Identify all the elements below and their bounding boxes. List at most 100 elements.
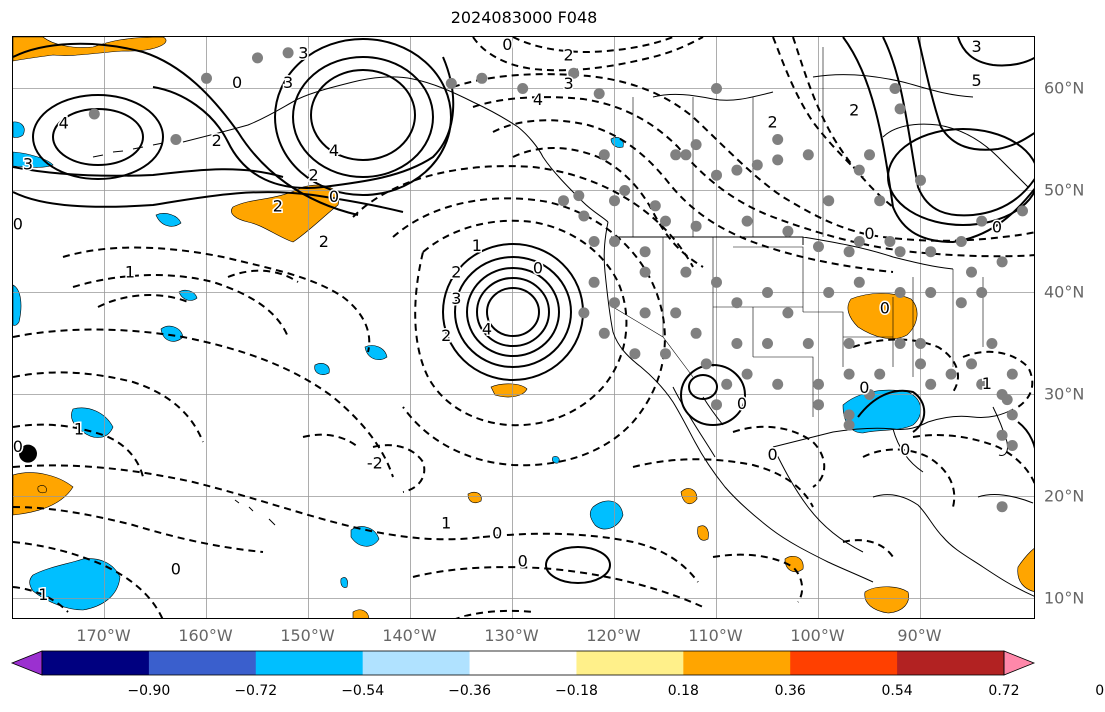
contour-label: 4 bbox=[533, 90, 543, 109]
contour-line bbox=[72, 274, 289, 338]
station-dot bbox=[925, 378, 937, 390]
highlight-marker bbox=[19, 444, 37, 463]
station-dot bbox=[915, 358, 926, 370]
negative-anomaly-area bbox=[160, 325, 184, 342]
colorbar-tick-label: 0.54 bbox=[881, 683, 913, 699]
contour-label: 2 bbox=[564, 45, 574, 64]
positive-anomaly-area bbox=[847, 293, 918, 339]
colorbar-segment bbox=[148, 651, 257, 675]
colorbar-tick-label: 0.90 bbox=[1095, 683, 1105, 699]
negative-anomaly-area bbox=[13, 121, 25, 138]
contour-ring bbox=[680, 364, 746, 426]
colorbar-tick-label: −0.54 bbox=[341, 683, 385, 699]
negative-anomaly-area bbox=[364, 345, 388, 360]
colorbar-segment bbox=[469, 651, 577, 675]
station-dot bbox=[670, 307, 682, 319]
positive-anomaly-area bbox=[467, 491, 482, 504]
contour-line bbox=[852, 338, 959, 393]
contour-label: 0 bbox=[768, 445, 778, 464]
colorbar-segment bbox=[897, 651, 1005, 675]
arctic-coast bbox=[652, 74, 974, 101]
longitude-label: 120°W bbox=[586, 626, 641, 645]
positive-anomaly-area bbox=[1017, 548, 1034, 592]
contour-line bbox=[13, 506, 264, 553]
contour-line bbox=[13, 166, 284, 178]
station-dot bbox=[731, 338, 743, 349]
longitude-label: 160°W bbox=[178, 626, 233, 645]
colorbar-tick-label: 0.18 bbox=[667, 683, 699, 699]
station-dot bbox=[976, 378, 988, 390]
station-dot bbox=[925, 287, 937, 298]
station-dot bbox=[711, 276, 722, 288]
hawaii-islands bbox=[234, 499, 276, 526]
station-dot bbox=[976, 287, 988, 298]
contour-label: 0 bbox=[518, 551, 528, 570]
station-dot bbox=[598, 149, 610, 161]
contour-line bbox=[302, 433, 359, 448]
station-dot bbox=[772, 134, 784, 145]
station-dot bbox=[88, 108, 100, 120]
map-panel: 30243013420221123420234235200000000110-2… bbox=[12, 36, 1035, 619]
contour-ring bbox=[274, 38, 452, 196]
contour-ring bbox=[887, 128, 1034, 226]
station-dot bbox=[966, 358, 977, 370]
negative-anomaly-area bbox=[589, 500, 624, 530]
contour-label: 4 bbox=[482, 320, 492, 339]
west-coast bbox=[603, 221, 874, 583]
map-canvas: 30243013420221123420234235200000000110-2… bbox=[13, 37, 1034, 618]
station-dot bbox=[915, 174, 926, 186]
contour-ring bbox=[52, 108, 144, 166]
negative-anomaly-area bbox=[13, 284, 22, 326]
contour-line bbox=[882, 37, 1034, 217]
contour-line bbox=[352, 165, 694, 268]
station-dot bbox=[573, 190, 585, 202]
negative-anomaly-area bbox=[13, 151, 54, 168]
contour-label: 3 bbox=[298, 43, 308, 62]
latitude-label: 20°N bbox=[1044, 486, 1085, 505]
station-dot bbox=[894, 103, 906, 115]
station-dot bbox=[741, 215, 753, 227]
station-dot bbox=[609, 297, 620, 309]
aleutian-islands bbox=[92, 142, 164, 158]
station-dot bbox=[996, 256, 1008, 268]
contour-label: 1 bbox=[125, 263, 135, 282]
colorbar-segment bbox=[790, 651, 898, 675]
negative-anomaly-area bbox=[314, 363, 330, 375]
station-dot bbox=[843, 368, 855, 380]
station-dot bbox=[711, 169, 722, 181]
colorbar-tick-label: 0.36 bbox=[774, 683, 806, 699]
contour-line bbox=[862, 448, 956, 508]
contour-ring bbox=[32, 94, 164, 180]
alaska-coastline bbox=[182, 76, 609, 223]
contour-label: 3 bbox=[972, 37, 982, 56]
latitude-label: 60°N bbox=[1044, 78, 1085, 97]
station-dot bbox=[955, 297, 967, 309]
station-dot bbox=[476, 72, 488, 84]
colorbar-tick-label: −0.90 bbox=[127, 683, 171, 699]
contour-ring bbox=[442, 243, 584, 381]
station-dot bbox=[976, 215, 988, 227]
contour-label: 3 bbox=[564, 74, 574, 93]
contour-line bbox=[857, 389, 1034, 449]
contour-line bbox=[62, 246, 371, 353]
contour-line bbox=[512, 147, 704, 268]
station-dot bbox=[588, 276, 600, 288]
station-dot bbox=[915, 338, 926, 349]
station-dot bbox=[700, 358, 712, 370]
station-dot bbox=[996, 429, 1008, 441]
contour-label: 0 bbox=[13, 215, 23, 234]
positive-anomaly-area bbox=[697, 525, 709, 541]
station-dot bbox=[670, 149, 682, 161]
positive-contours bbox=[13, 37, 1034, 584]
negative-anomaly-area bbox=[155, 213, 182, 227]
contour-line bbox=[414, 219, 628, 427]
contour-line bbox=[472, 37, 704, 72]
station-dot bbox=[690, 220, 702, 232]
station-dot bbox=[945, 368, 957, 380]
positive-anomaly-area bbox=[13, 472, 74, 516]
coastlines-and-borders bbox=[92, 47, 1034, 597]
station-dot bbox=[986, 338, 998, 349]
station-dot bbox=[874, 368, 886, 380]
florida bbox=[992, 406, 1008, 456]
station-dot bbox=[558, 195, 569, 207]
